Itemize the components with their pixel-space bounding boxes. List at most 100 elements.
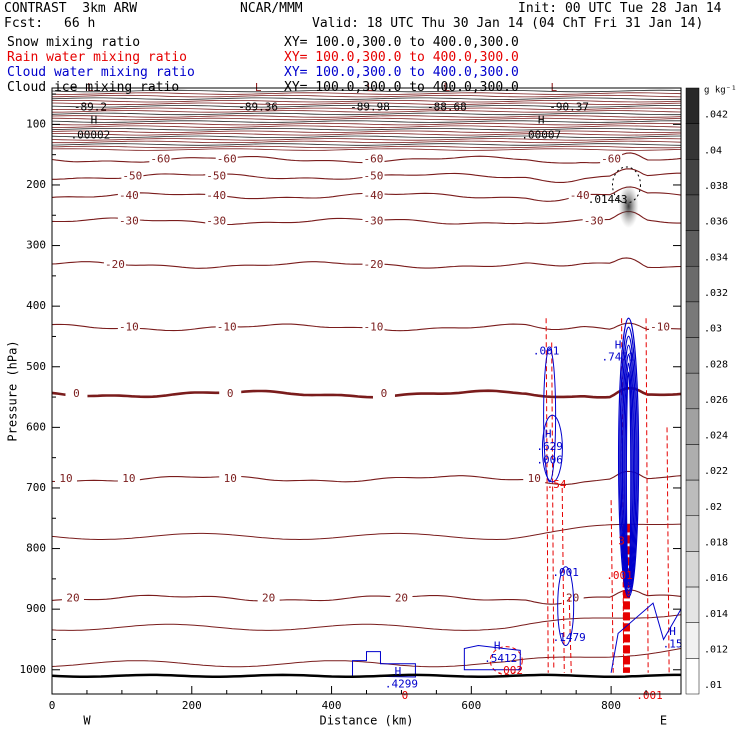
isotherm-label-bg xyxy=(523,472,546,485)
isotherm-label: -10 xyxy=(650,320,670,333)
extrema-label: .001 xyxy=(636,689,663,702)
isotherm-label-bg xyxy=(362,321,385,334)
y-tick-label: 500 xyxy=(26,360,46,373)
extrema-label: -89.2 xyxy=(74,100,107,113)
isotherm-label-bg xyxy=(649,321,672,334)
colorbar-tick-label: .012 xyxy=(704,644,728,655)
isotherm-label: 10 xyxy=(528,472,541,485)
y-tick-label: 100 xyxy=(26,117,46,130)
cloud-water-core xyxy=(620,335,637,592)
extrema-label: .54 xyxy=(547,478,567,491)
x-tick-label: 400 xyxy=(322,699,342,712)
extrema-label: H xyxy=(494,640,501,653)
colorbar-swatch xyxy=(685,337,700,374)
y-tick-label: 600 xyxy=(26,420,46,433)
extrema-label: .001 xyxy=(533,345,560,358)
upper-isotherm-line xyxy=(51,115,682,118)
extrema-label: -88.68 xyxy=(427,100,467,113)
extrema-label: .01443 xyxy=(588,193,628,206)
isotherm-label: -40 xyxy=(364,189,384,202)
isotherm-label: -30 xyxy=(206,214,226,227)
rain-contour xyxy=(610,500,614,673)
isotherm-label-bg xyxy=(149,153,172,166)
isotherm-label-bg xyxy=(215,321,238,334)
field-xy-cloud-ice: XY= 100.0,300.0 to 400.0,300.0 xyxy=(284,80,519,95)
field-name-cloud-ice: Cloud ice mixing ratio xyxy=(7,80,180,95)
rain-contour xyxy=(489,646,523,676)
cloud-water-core xyxy=(617,317,640,598)
field-name-rain: Rain water mixing ratio xyxy=(7,50,188,65)
colorbar-swatch xyxy=(685,265,700,303)
isotherm-label: -30 xyxy=(119,214,139,227)
isotherm-label-bg xyxy=(219,388,242,401)
isotherm-label-bg xyxy=(117,189,140,202)
cloud-water-core xyxy=(625,371,632,580)
colorbar-tick-label: .018 xyxy=(704,538,728,549)
upper-isotherm-line xyxy=(51,102,682,106)
extrema-label: .002 xyxy=(497,664,524,677)
isotherm-label: -30 xyxy=(584,214,604,227)
colorbar-swatch xyxy=(685,123,700,160)
colorbar-swatch xyxy=(685,301,700,338)
isotherm-label-bg xyxy=(362,153,385,166)
y-axis-label: Pressure (hPa) xyxy=(6,340,20,441)
colorbar-swatch xyxy=(685,658,700,695)
low-isotherm-line xyxy=(51,523,682,541)
isotherm-label-bg xyxy=(65,388,88,401)
rain-contour xyxy=(545,318,549,673)
colorbar-swatch xyxy=(685,408,700,445)
x-axis: 0 200 400 600 800 Distance (km) W E xyxy=(49,686,667,728)
cloud-water-contour xyxy=(463,645,521,671)
colorbar-tick-label: .036 xyxy=(704,217,728,228)
colorbar-tick-label: .024 xyxy=(704,431,728,442)
isotherm-label: -10 xyxy=(364,320,384,333)
center-label: NCAR/MMM xyxy=(240,1,303,16)
isotherm-label-bg xyxy=(362,215,385,228)
upper-isotherm-line xyxy=(51,148,682,151)
extrema-label: H xyxy=(395,665,402,678)
init-time: Init: 00 UTC Tue 28 Jan 14 xyxy=(518,1,722,16)
colorbar-swatch xyxy=(685,551,700,588)
rain-contour xyxy=(568,597,572,673)
isotherm-label: 20 xyxy=(395,591,408,604)
x-tick-label: 200 xyxy=(182,699,202,712)
extrema-labels: L-89.2H.00002L-89.36L-89.98L-88.68L-90.3… xyxy=(71,81,683,702)
upper-isotherm-line xyxy=(51,112,681,116)
isotherm-label-bg xyxy=(205,170,228,183)
isotherm-label: -50 xyxy=(206,169,226,182)
isotherm-label-bg xyxy=(257,592,280,605)
colorbar-tick-label: .032 xyxy=(704,288,728,299)
isotherm-label: -60 xyxy=(217,153,237,166)
isotherm-label: -10 xyxy=(217,320,237,333)
upper-isotherm-line xyxy=(51,122,682,126)
upper-isotherm-line xyxy=(51,97,682,100)
upper-isotherm-line xyxy=(51,100,682,103)
y-tick-label: 700 xyxy=(26,481,46,494)
rain-contour xyxy=(666,427,670,673)
isotherm-label-bg xyxy=(117,472,140,485)
field-name-snow: Snow mixing ratio xyxy=(7,35,141,50)
upper-isotherm-line xyxy=(51,125,682,128)
isotherm-label-bg xyxy=(362,258,385,271)
colorbar-swatch xyxy=(685,159,700,196)
extrema-label: -90.37 xyxy=(549,100,589,113)
colorbar-tick-label: .03 xyxy=(704,324,722,335)
upper-isotherm-line xyxy=(51,143,682,146)
isotherm-label: 0 xyxy=(227,387,234,400)
isotherm-label-bg xyxy=(582,215,605,228)
temperature-contours: -60 -60 -60 -60 -50 -50 -50 -40 -40 -40 -40 -30 -30 -… xyxy=(51,152,682,668)
cloud-water-contour xyxy=(543,348,557,483)
isotherm-label: -30 xyxy=(364,214,384,227)
isotherm-label: 20 xyxy=(66,591,79,604)
isotherm-label: -20 xyxy=(364,258,384,271)
cloud-water-core xyxy=(624,362,633,583)
isotherm-label: 20 xyxy=(566,591,579,604)
model-title: CONTRAST 3km ARW xyxy=(4,1,138,16)
x-end-label-left: W xyxy=(83,714,91,728)
y-tick-label: 800 xyxy=(26,542,46,555)
colorbar-swatch xyxy=(685,194,700,231)
isotherm-label-bg xyxy=(205,215,228,228)
upper-isotherm-line xyxy=(51,145,682,149)
upper-isotherm-line xyxy=(51,92,682,95)
field-xy-snow: XY= 100.0,300.0 to 400.0,300.0 xyxy=(284,35,519,50)
